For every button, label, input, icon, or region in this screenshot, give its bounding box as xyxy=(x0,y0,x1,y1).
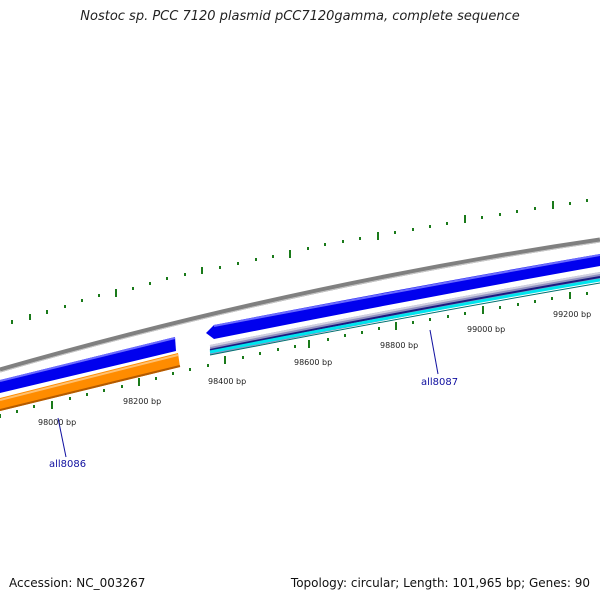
gene-label-all8086[interactable]: all8086 xyxy=(49,459,86,470)
tick-label-99200: 99200 bp xyxy=(553,310,591,319)
scale-ticks xyxy=(0,292,588,418)
accession-text: Accession: NC_003267 xyxy=(9,576,146,590)
cds-reverse-all8086[interactable] xyxy=(0,353,180,411)
map-title: Nostoc sp. PCC 7120 plasmid pCC7120gamma… xyxy=(80,9,520,24)
cds-forward-right[interactable] xyxy=(206,254,600,339)
topology-summary: Topology: circular; Length: 101,965 bp; … xyxy=(290,576,590,590)
cds-reverse-cyan[interactable] xyxy=(209,278,600,354)
cds-forward-left[interactable] xyxy=(0,337,176,393)
tick-label-98200: 98200 bp xyxy=(123,397,161,406)
gc-skew-track xyxy=(11,199,588,324)
gene-label-all8087[interactable]: all8087 xyxy=(421,377,458,388)
tick-label-98800: 98800 bp xyxy=(380,341,418,350)
tick-label-98400: 98400 bp xyxy=(208,377,246,386)
tick-label-99000: 99000 bp xyxy=(467,325,505,334)
tick-label-98600: 98600 bp xyxy=(294,358,332,367)
tick-label-98000: 98000 bp xyxy=(38,418,76,427)
gene-leader-all8086 xyxy=(57,417,67,458)
backbone-track xyxy=(0,237,600,373)
gene-leader-all8087 xyxy=(429,329,439,375)
